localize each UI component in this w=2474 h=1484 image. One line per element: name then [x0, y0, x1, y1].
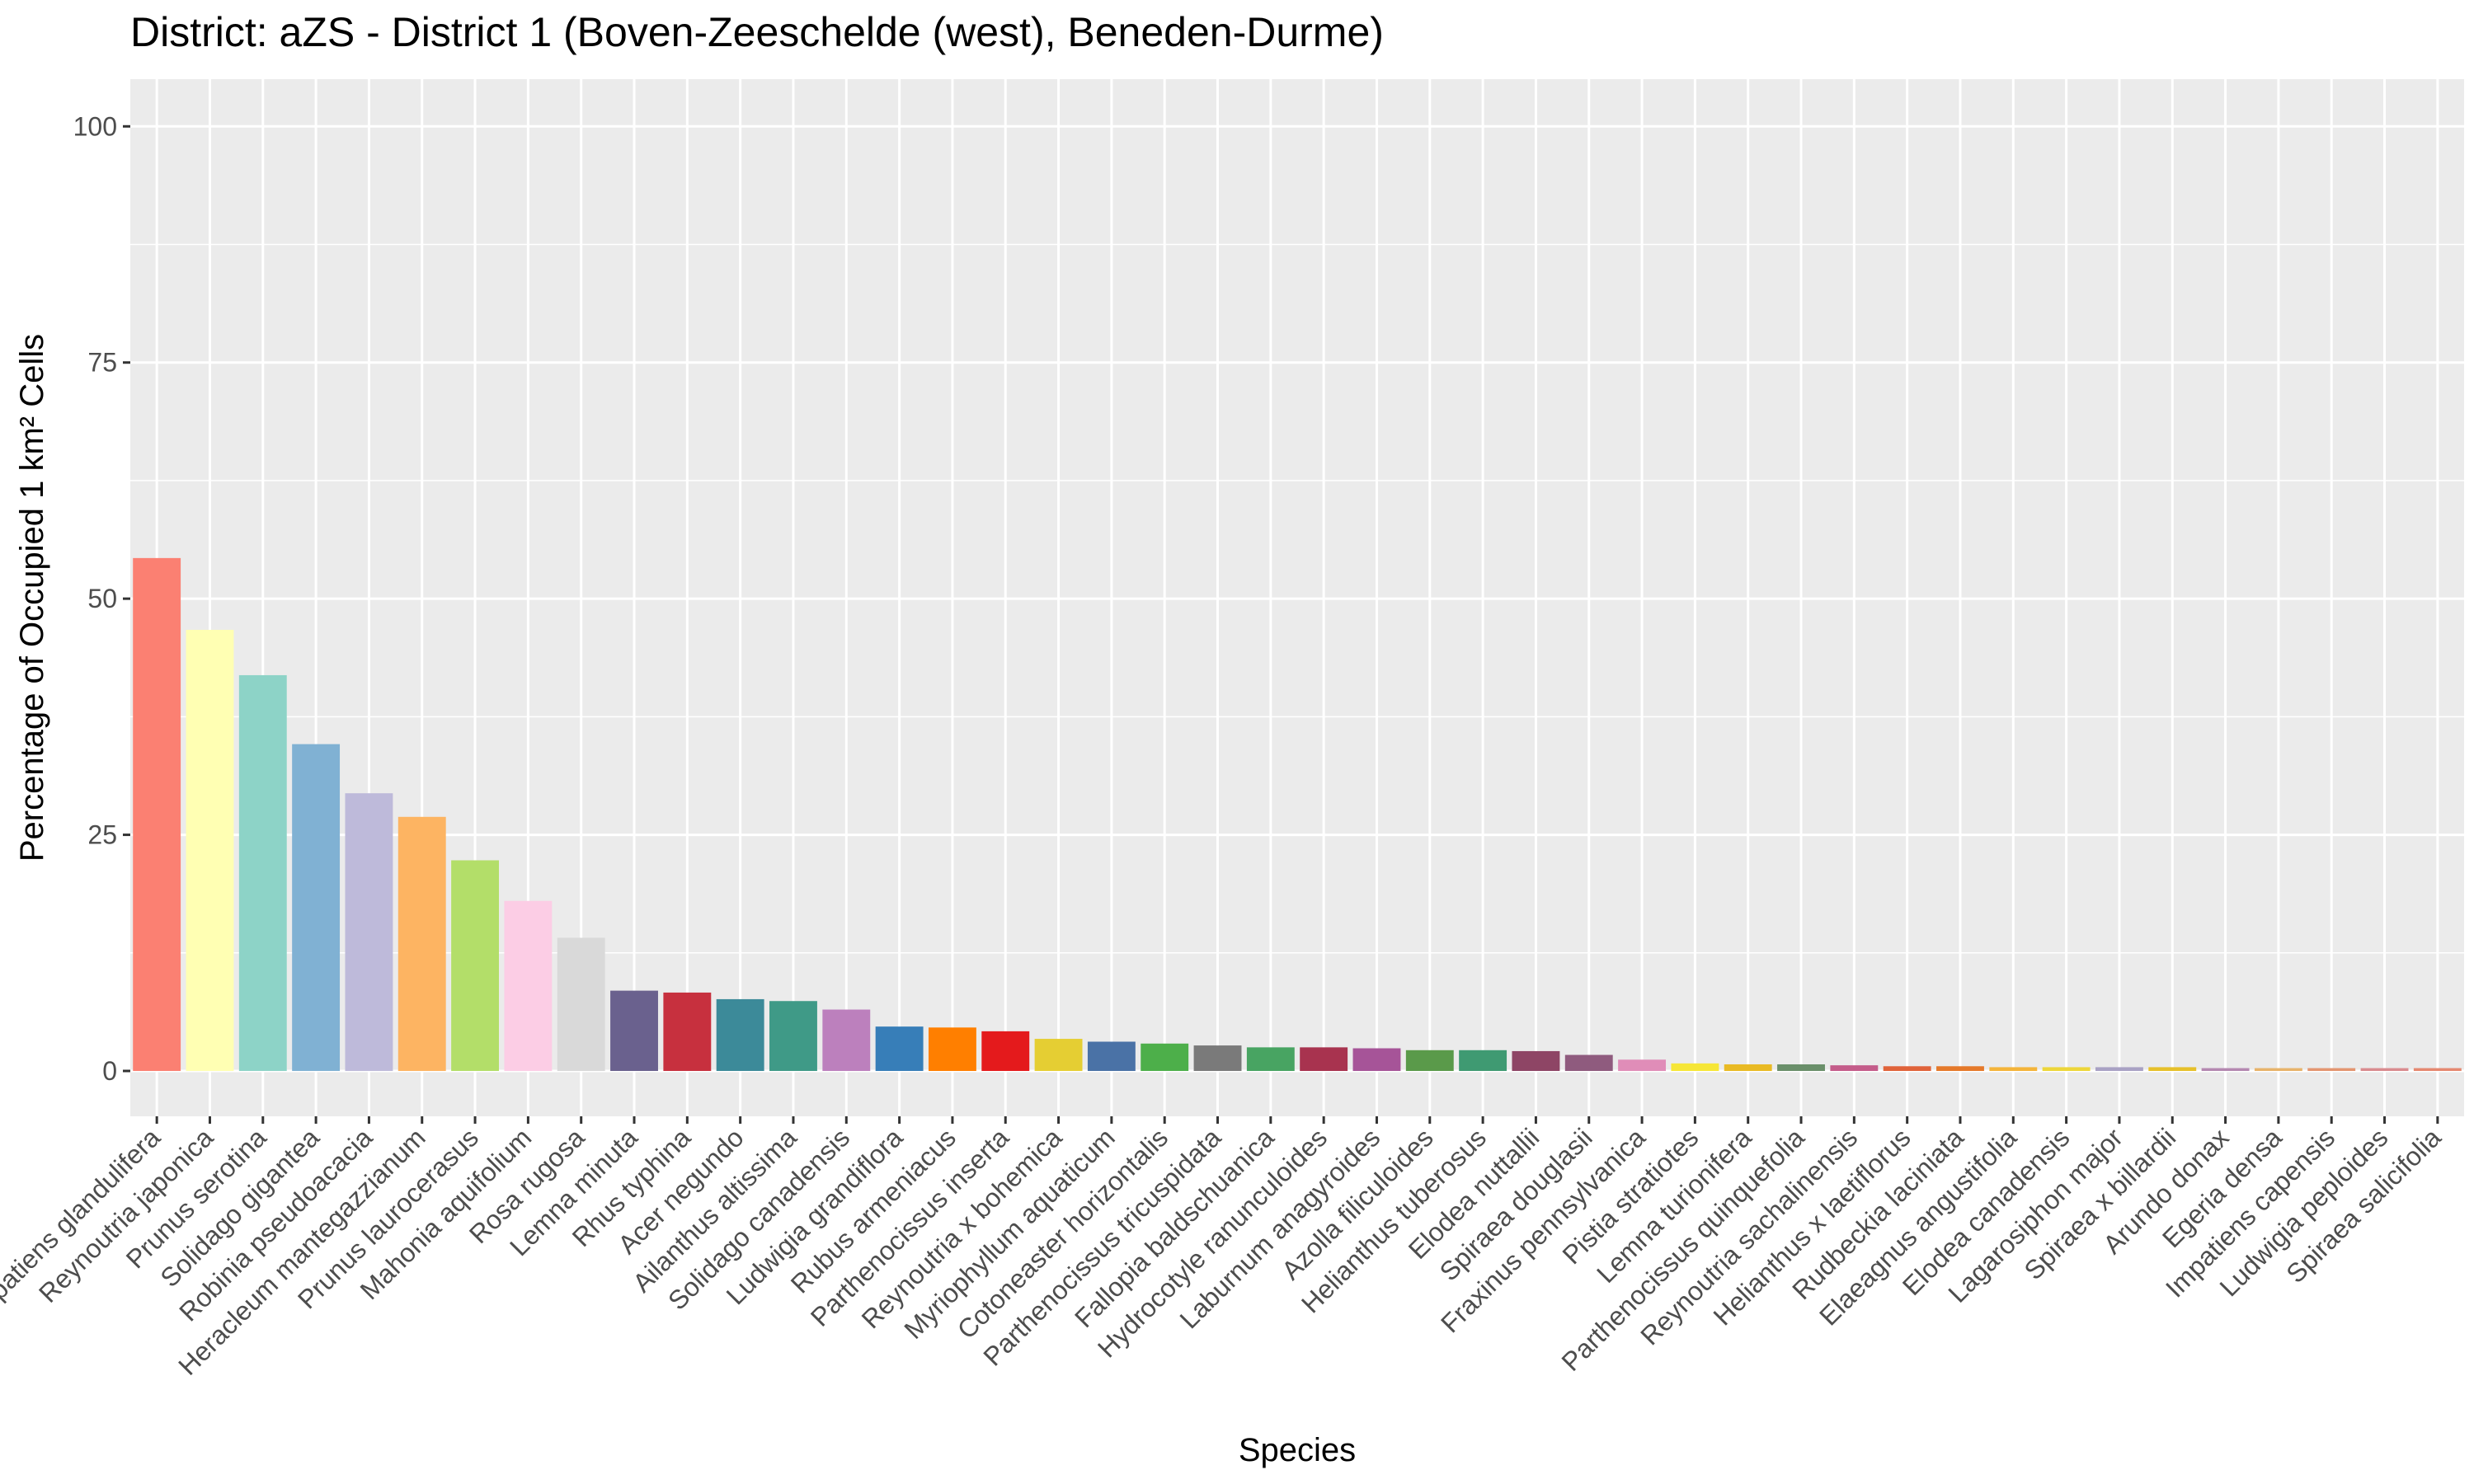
bar [2148, 1067, 2197, 1072]
y-tick-label: 0 [102, 1056, 117, 1086]
bar [186, 629, 234, 1072]
bar [2254, 1068, 2302, 1072]
bar [1352, 1048, 1401, 1072]
bar [1618, 1059, 1667, 1072]
bar [1087, 1041, 1136, 1072]
bar [610, 990, 658, 1072]
bar [1141, 1043, 1189, 1072]
bar [769, 1001, 817, 1072]
bar [716, 998, 764, 1072]
bar [133, 557, 181, 1072]
y-tick-label: 75 [87, 348, 117, 378]
bar [557, 937, 605, 1072]
bar [1405, 1050, 1454, 1072]
bar [292, 744, 341, 1072]
bar [345, 793, 393, 1072]
bar [2307, 1068, 2356, 1072]
chart-title: District: aZS - District 1 (Boven-Zeesch… [130, 9, 1384, 55]
bar [1936, 1066, 1984, 1072]
bar [397, 816, 446, 1072]
y-axis-title: Percentage of Occupied 1 km² Cells [14, 334, 50, 862]
y-tick-label: 100 [73, 111, 117, 141]
bar [1300, 1047, 1348, 1072]
bar [1989, 1067, 2038, 1072]
bar [1246, 1047, 1295, 1072]
bar [1777, 1064, 1825, 1072]
bar [238, 674, 287, 1072]
bar [1724, 1064, 1772, 1072]
bar [2360, 1068, 2409, 1072]
bar [1193, 1045, 1242, 1072]
bar [1034, 1039, 1083, 1072]
bar [928, 1027, 976, 1072]
y-tick-label: 50 [87, 584, 117, 613]
bar [1883, 1066, 1931, 1072]
bar [875, 1026, 924, 1072]
bar [822, 1009, 871, 1072]
bar [2413, 1068, 2462, 1072]
bar [663, 992, 712, 1072]
bar [1830, 1065, 1879, 1072]
bar [1512, 1050, 1560, 1072]
bar [1671, 1063, 1719, 1072]
bar [2042, 1067, 2091, 1072]
x-axis-title: Species [1239, 1432, 1356, 1468]
bar [981, 1031, 1030, 1072]
y-tick-label: 25 [87, 820, 117, 850]
bar [1459, 1050, 1507, 1072]
x-tick-label: Impatiens glandulifera [0, 1122, 166, 1326]
bar [504, 900, 553, 1072]
bar-layer [133, 557, 2462, 1072]
bar [1564, 1054, 1613, 1072]
bar [451, 860, 500, 1072]
bar [2201, 1068, 2250, 1072]
bar [2095, 1067, 2143, 1072]
